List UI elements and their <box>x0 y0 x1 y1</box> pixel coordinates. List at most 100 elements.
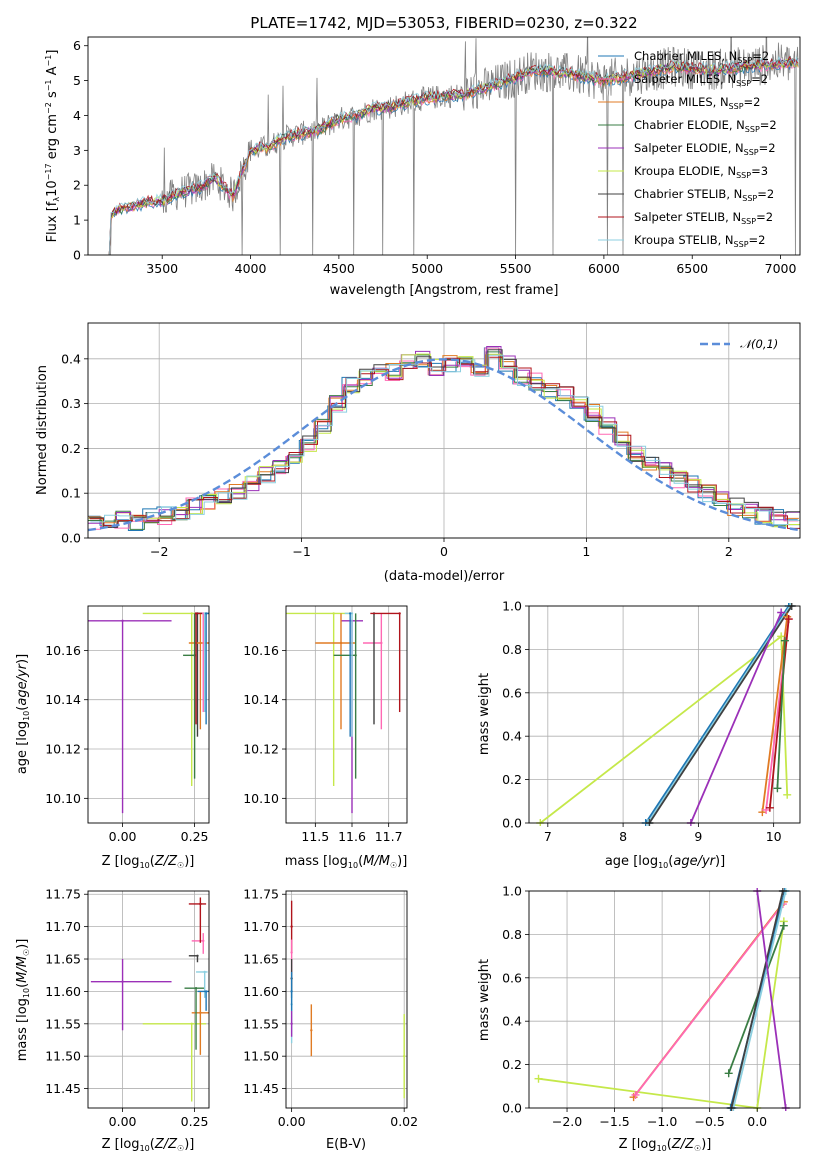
mw-vs-Z-frame <box>528 890 801 1109</box>
mwz-ylabel: mass weight <box>477 959 492 1041</box>
spectrum-model-5 <box>108 58 799 255</box>
mw-vs-age-ytick-label: 1.0 <box>502 599 522 614</box>
age-vs-mass-point-0 <box>332 612 335 615</box>
age-vs-mass-point-2 <box>339 641 343 645</box>
mw-vs-Z-marker-0-0 <box>534 1074 543 1083</box>
spectrum-xtick-label: 5500 <box>500 261 532 276</box>
residuals-frame <box>87 322 801 539</box>
mw-vs-Z-line-7 <box>756 890 787 1109</box>
mass-vs-EBV-ytick-label: 11.45 <box>243 1081 279 1096</box>
age-vs-mass-frame <box>285 605 408 824</box>
massebv-xlabel: E(B-V) <box>326 1137 366 1152</box>
mass-vs-Z-point-8 <box>204 990 208 993</box>
age-vs-mass-xtick-label: 11.7 <box>375 829 403 844</box>
mw-vs-age-marker-7-0 <box>765 803 774 812</box>
mw-vs-age-line-2 <box>647 605 791 824</box>
residuals-plot-area <box>88 346 800 532</box>
mw-vs-age-ytick-label: 0.6 <box>502 685 522 700</box>
mass-vs-Z-plot-area <box>90 897 209 1102</box>
mass-vs-Z-frame <box>87 890 210 1109</box>
normal-pdf-line <box>88 358 800 532</box>
mw-vs-age-line-1 <box>644 605 790 824</box>
residuals-xtick-label: −2 <box>150 544 168 559</box>
mw-vs-age-marker-0-2 <box>783 790 792 799</box>
residuals-xtick-label: −1 <box>292 544 310 559</box>
spectrum-xtick-label: 6000 <box>588 261 620 276</box>
mw-vs-Z-xtick-label: 0.0 <box>747 1114 767 1129</box>
spectrum-model-1 <box>108 60 799 255</box>
legend-label-1: Salpeter MILES, NSSP=2 <box>634 72 768 88</box>
legend-label-0: Chabrier MILES, NSSP=2 <box>634 49 769 65</box>
mwage-ylabel: mass weight <box>477 673 492 755</box>
mass-vs-Z-point-1 <box>190 1022 193 1025</box>
mw-vs-age-line-7 <box>769 618 790 808</box>
spectrum-xtick-label: 7000 <box>765 261 797 276</box>
legend-label-6: Chabrier STELIB, NSSP=2 <box>634 187 774 203</box>
mw-vs-age-line-8 <box>776 640 786 789</box>
age-vs-Z-point-7 <box>204 612 208 615</box>
legend-label-4: Salpeter ELODIE, NSSP=2 <box>634 141 776 157</box>
spectrum-model-0 <box>108 61 799 255</box>
age-vs-mass-point-8 <box>348 612 352 615</box>
spectrum-ytick-label: 3 <box>73 143 81 158</box>
age-vs-Z-point-1 <box>190 612 193 615</box>
mass-vs-Z-ytick-label: 11.60 <box>45 984 81 999</box>
legend-label-5: Kroupa ELODIE, NSSP=3 <box>634 164 768 180</box>
residuals-ytick-label: 0.0 <box>61 531 81 546</box>
spectrum-xtick-label: 6500 <box>676 261 708 276</box>
mw-vs-age-xtick-label: 7 <box>544 829 552 844</box>
mass-vs-EBV-ytick-label: 11.50 <box>243 1049 279 1064</box>
spectrum-ytick-label: 0 <box>73 248 81 263</box>
mw-vs-Z-ytick-label: 0.8 <box>502 927 522 942</box>
mass-vs-Z-point-4 <box>196 954 199 957</box>
mw-vs-Z-line-2 <box>634 903 784 1096</box>
spectrum-ytick-label: 1 <box>73 213 81 228</box>
mass-vs-EBV-point-0 <box>290 925 293 928</box>
mwage-xlabel: age [log10(age/yr)] <box>605 854 725 870</box>
mass-vs-EBV-ytick-label: 11.60 <box>243 984 279 999</box>
residuals-ytick-label: 0.4 <box>61 351 81 366</box>
spectrum-model-8 <box>108 55 799 255</box>
mass-vs-EBV-point-4 <box>290 1022 293 1025</box>
spectrum-xlabel: wavelength [Angstrom, rest frame] <box>330 283 559 298</box>
mass-vs-EBV-point-7 <box>402 1054 406 1058</box>
age-vs-mass-point-4 <box>354 654 357 657</box>
age-vs-Z-ytick-label: 10.10 <box>45 791 81 806</box>
mass-vs-EBV-xtick-label: 0.02 <box>390 1114 418 1129</box>
spectrum-ytick-label: 2 <box>73 178 81 193</box>
spectrum-model-6 <box>108 57 799 255</box>
age-vs-Z-point-4 <box>193 654 196 657</box>
mw-vs-age-line-4 <box>689 612 783 824</box>
age-vs-Z-ytick-label: 10.12 <box>45 742 81 757</box>
spectrum-xtick-label: 4500 <box>323 261 355 276</box>
mw-vs-Z-marker-3-1 <box>779 921 788 930</box>
mass-vs-Z-ytick-label: 11.55 <box>45 1016 81 1031</box>
age-vs-mass-xtick-label: 11.6 <box>338 829 366 844</box>
spectrum-model-4 <box>108 57 799 255</box>
age-vs-Z-ytick-label: 10.14 <box>45 692 81 707</box>
residuals-xtick-label: 0 <box>440 544 448 559</box>
mass-vs-Z-point-0 <box>121 980 124 983</box>
residual-hist-8 <box>90 354 800 525</box>
spectrum-title: PLATE=1742, MJD=53053, FIBERID=0230, z=0… <box>250 14 637 32</box>
mw-vs-age-xtick-label: 9 <box>694 829 702 844</box>
mwz-xlabel: Z [log10(Z/Z☉)] <box>619 1137 712 1153</box>
mass-vs-Z-ytick-label: 11.70 <box>45 919 81 934</box>
residual-hist-2 <box>88 354 799 524</box>
residuals-ytick-label: 0.2 <box>61 441 81 456</box>
age-vs-mass-ytick-label: 10.16 <box>243 643 279 658</box>
residuals-ytick-label: 0.3 <box>61 396 81 411</box>
mw-vs-Z-ytick-label: 0.6 <box>502 970 522 985</box>
mw-vs-Z-ytick-label: 1.0 <box>502 884 522 899</box>
age-vs-mass-point-7 <box>350 612 354 615</box>
legend-label-8: Kroupa STELIB, NSSP=2 <box>634 233 765 249</box>
spectrum-ytick-label: 5 <box>73 73 81 88</box>
spectrum-ylabel: Flux [fλ10−17 erg cm−2 s−1 A−1] <box>44 50 61 243</box>
mw-vs-age-ytick-label: 0.0 <box>502 816 522 831</box>
mw-vs-age-plot-area <box>536 603 796 826</box>
residuals-xtick-label: 1 <box>582 544 590 559</box>
spectrum-ytick-label: 4 <box>73 108 81 123</box>
legend-label-7: Salpeter STELIB, NSSP=2 <box>634 210 773 226</box>
residual-hist-6 <box>89 349 800 528</box>
